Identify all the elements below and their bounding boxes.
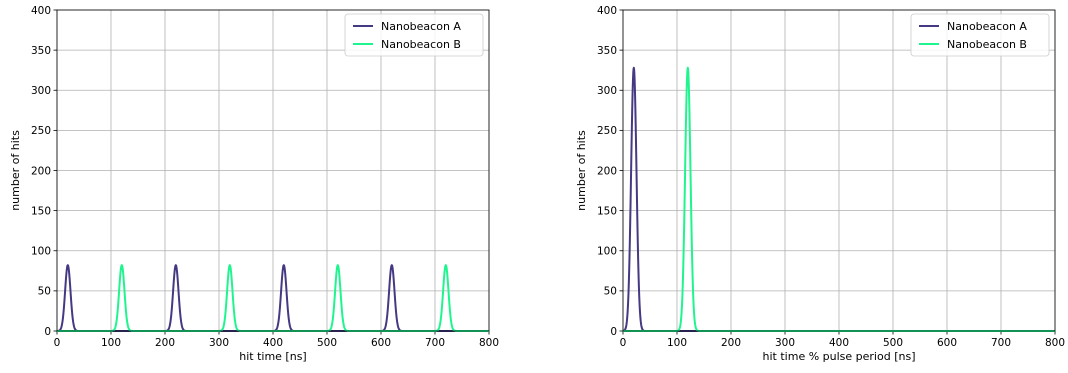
y-tick-label: 100 [31, 246, 51, 258]
legend-label: Nanobeacon A [947, 20, 1027, 33]
y-tick-label: 400 [597, 5, 617, 17]
y-tick-label: 100 [597, 246, 617, 258]
y-tick-label: 300 [31, 85, 51, 97]
legend-label: Nanobeacon A [381, 20, 461, 33]
legend: Nanobeacon A Nanobeacon B [344, 13, 484, 57]
x-tick-label: 500 [317, 337, 337, 349]
chart-panel-2: 0 100 200 300 400 500 600 700 800 0 50 100 150 200 250… [575, 5, 1065, 363]
y-tick-label: 50 [38, 286, 51, 298]
x-tick-label: 800 [479, 337, 499, 349]
axes-frame [622, 9, 1056, 332]
y-axis-label: number of hits [575, 130, 588, 211]
legend-box [344, 13, 484, 57]
axes-frame [56, 9, 490, 332]
y-tick-label: 200 [597, 165, 617, 177]
x-axis-label: hit time % pulse period [ns] [763, 350, 916, 363]
x-tick-label: 700 [425, 337, 445, 349]
y-tick-label: 400 [31, 5, 51, 17]
y-tick-label: 350 [31, 45, 51, 57]
y-tick-label: 150 [31, 205, 51, 217]
x-tick-label: 200 [155, 337, 175, 349]
y-tick-label: 250 [597, 125, 617, 137]
y-tick-label: 200 [31, 165, 51, 177]
y-axis-label: number of hits [9, 130, 22, 211]
x-tick-label: 600 [937, 337, 957, 349]
x-axis-label: hit time [ns] [239, 350, 306, 363]
x-tick-label: 100 [667, 337, 687, 349]
x-tick-label: 300 [775, 337, 795, 349]
y-tick-label: 0 [44, 326, 51, 338]
x-tick-label: 0 [54, 337, 61, 349]
y-tick-label: 300 [597, 85, 617, 97]
x-tick-label: 400 [263, 337, 283, 349]
x-tick-label: 100 [101, 337, 121, 349]
legend-label: Nanobeacon B [381, 38, 461, 51]
x-tick-label: 500 [883, 337, 903, 349]
y-tick-label: 50 [604, 286, 617, 298]
y-tick-label: 350 [597, 45, 617, 57]
x-tick-label: 0 [620, 337, 627, 349]
y-tick-label: 0 [610, 326, 617, 338]
legend: Nanobeacon A Nanobeacon B [910, 13, 1050, 57]
x-tick-label: 300 [209, 337, 229, 349]
legend-label: Nanobeacon B [947, 38, 1027, 51]
chart-panel-1: 0 100 200 300 400 500 600 700 800 0 50 100 150 200 250… [9, 5, 499, 363]
x-tick-label: 600 [371, 337, 391, 349]
x-tick-label: 800 [1045, 337, 1065, 349]
x-tick-label: 200 [721, 337, 741, 349]
y-tick-label: 250 [31, 125, 51, 137]
x-tick-label: 700 [991, 337, 1011, 349]
legend-box [910, 13, 1050, 57]
x-tick-label: 400 [829, 337, 849, 349]
y-tick-label: 150 [597, 205, 617, 217]
